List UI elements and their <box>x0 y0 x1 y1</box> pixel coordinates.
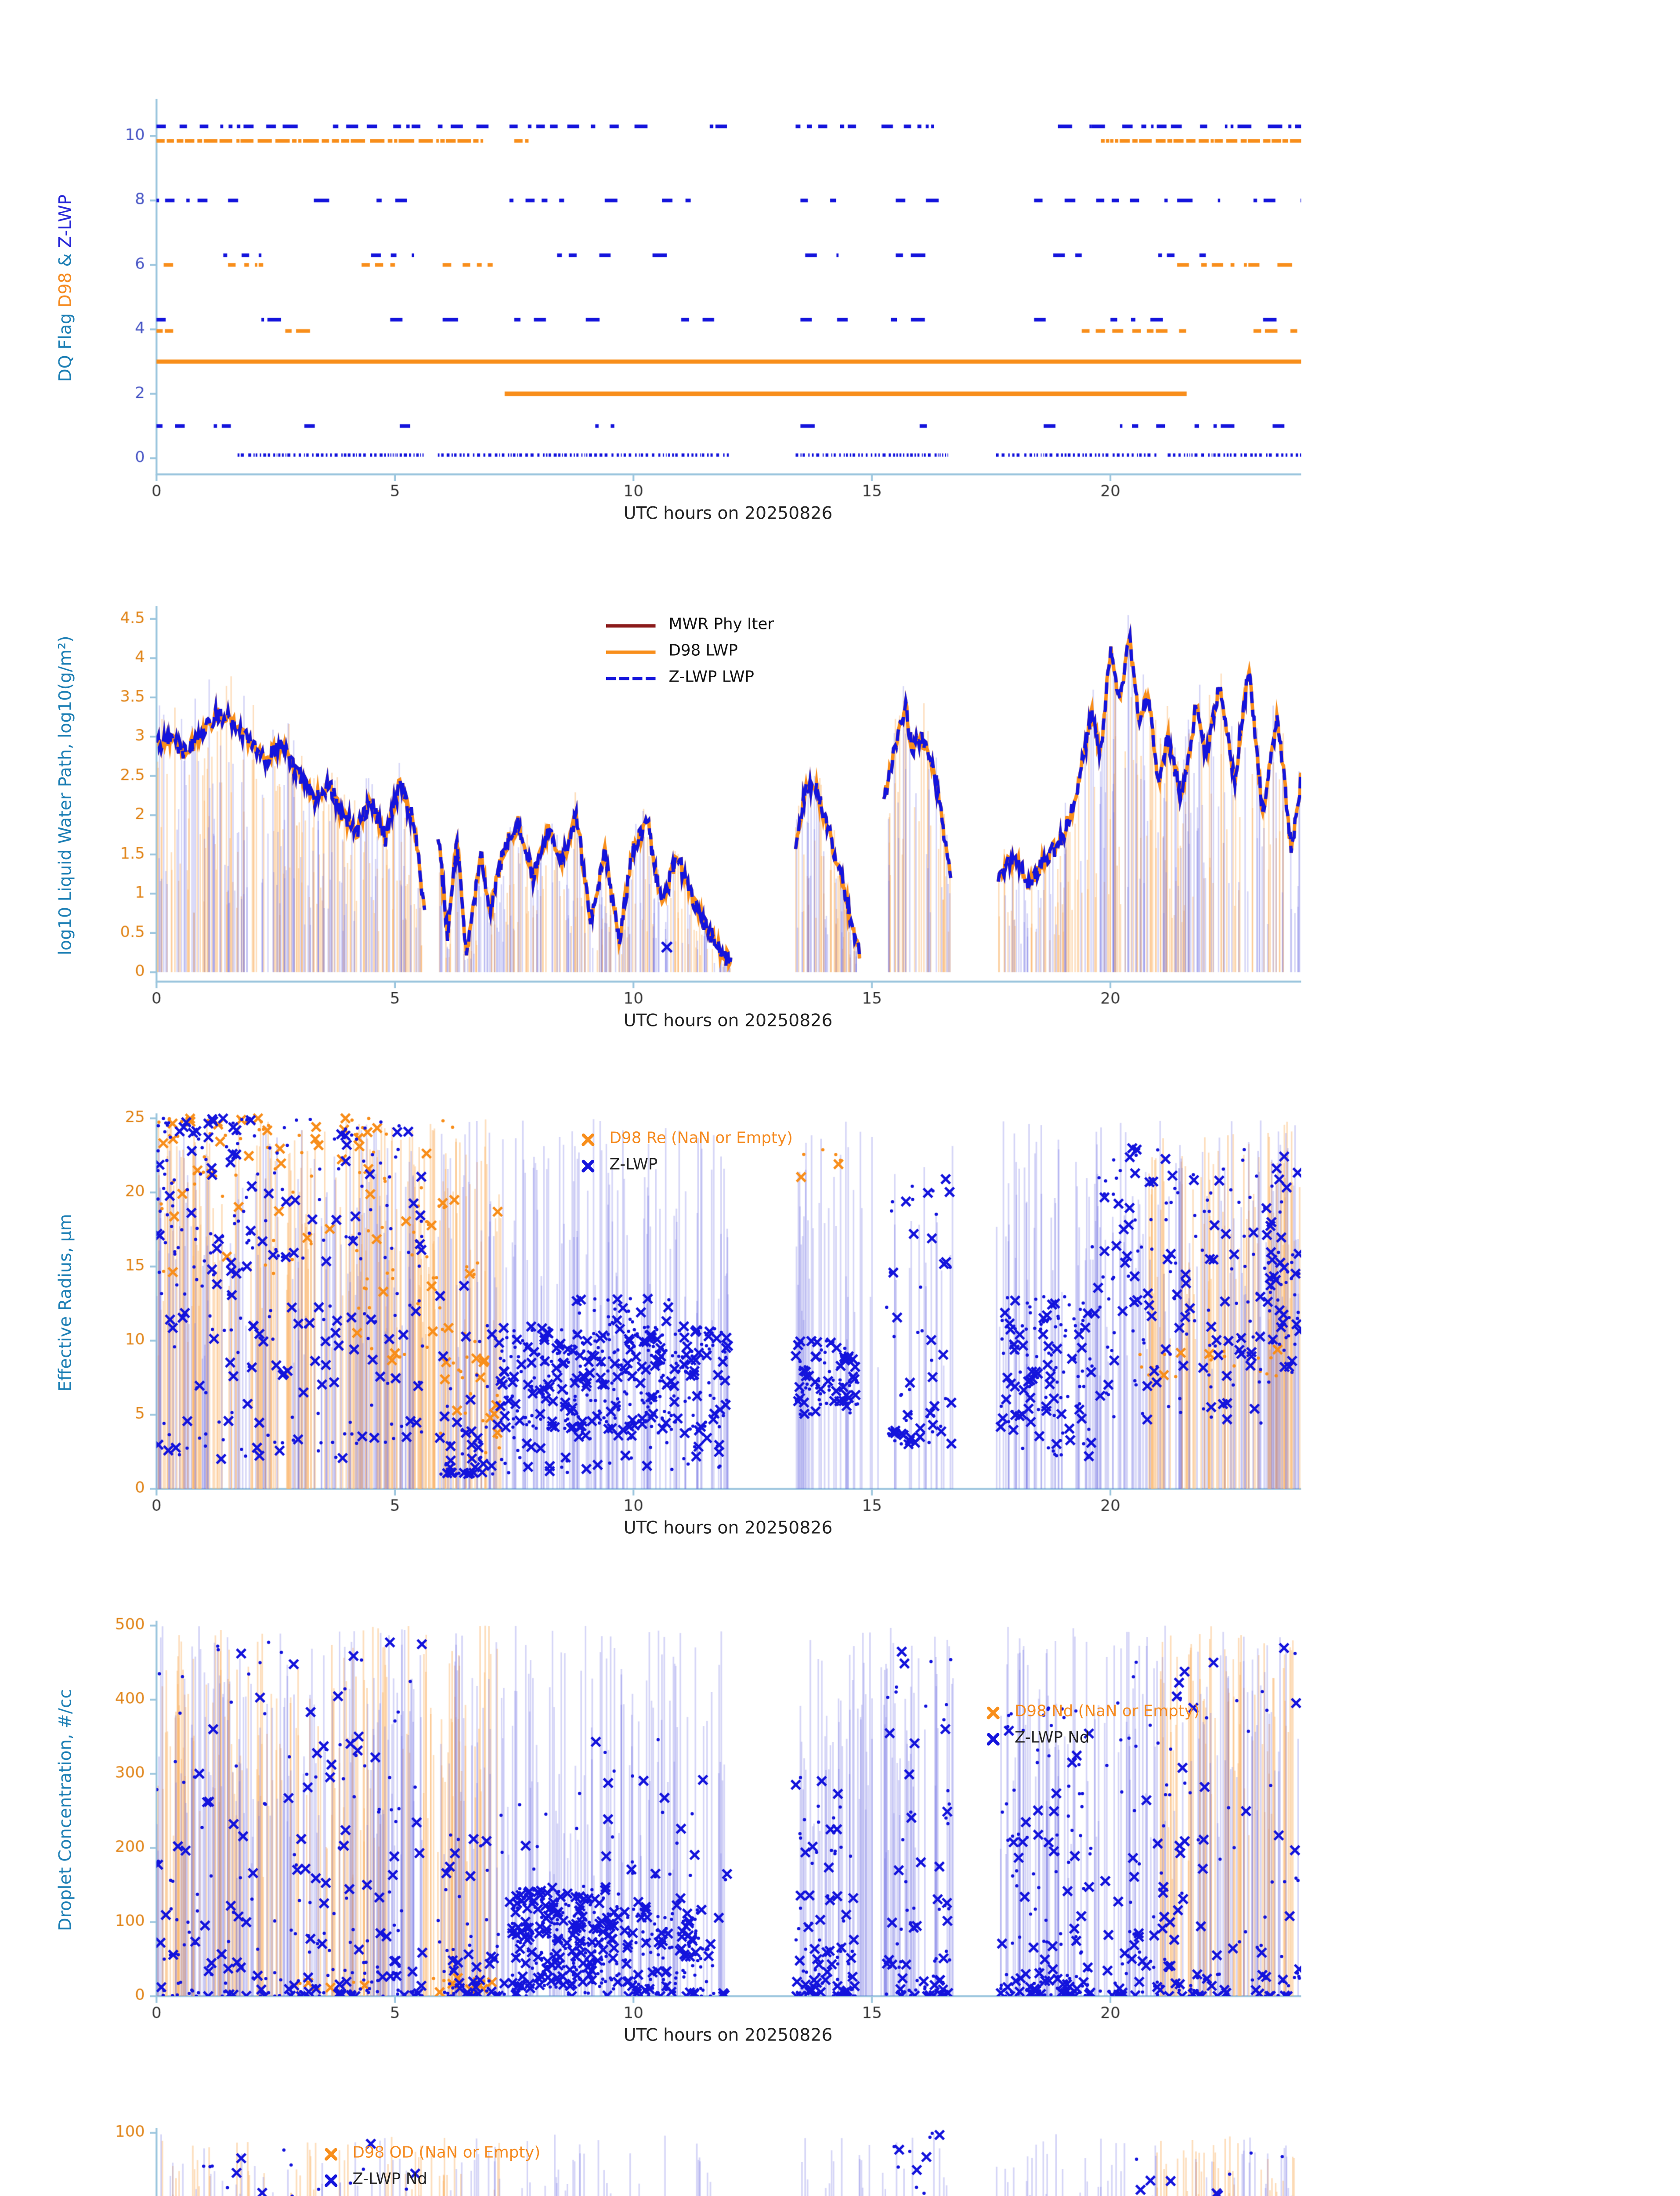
legend-label: Z-LWP LWP <box>668 668 755 687</box>
panel-optical-depth: Optical Depth UTC hours on 20250826 D98 … <box>0 2108 1680 2196</box>
zlwp-x-marker-swatch <box>323 2171 340 2188</box>
lwp-plot-canvas <box>0 586 1680 1094</box>
zlwp-x-marker-swatch <box>985 1730 1002 1747</box>
optical-depth-plot-canvas <box>0 2108 1680 2196</box>
effective-radius-y-axis-label: Effective Radius, μm <box>56 1214 76 1392</box>
legend-label: MWR Phy Iter <box>668 616 774 634</box>
effective-radius-x-axis-label: UTC hours on 20250826 <box>623 1518 833 1539</box>
d98-x-marker-swatch <box>580 1131 596 1147</box>
legend-label: Z-LWP Nd <box>352 2171 428 2189</box>
effective-radius-plot-canvas <box>0 1094 1680 1601</box>
droplet-concentration-plot-canvas <box>0 1601 1680 2108</box>
mwr-line-swatch <box>606 623 656 627</box>
optical-depth-legend: D98 OD (NaN or Empty) Z-LWP Nd <box>323 2144 541 2189</box>
panel-droplet-concentration: Droplet Concentration, #/cc UTC hours on… <box>0 1601 1680 2108</box>
ylabel-part-amp: & <box>56 248 76 273</box>
ylabel-part-zlwp: Z-LWP <box>56 194 76 248</box>
droplet-concentration-y-axis-label: Droplet Concentration, #/cc <box>56 1689 76 1931</box>
legend-label: Z-LWP <box>609 1156 658 1174</box>
dq-flag-plot-canvas <box>0 79 1680 586</box>
d98-x-marker-swatch <box>985 1704 1002 1720</box>
effective-radius-legend: D98 Re (NaN or Empty) Z-LWP <box>580 1130 793 1174</box>
legend-label: D98 Nd (NaN or Empty) <box>1015 1703 1200 1721</box>
droplet-concentration-legend: D98 Nd (NaN or Empty) Z-LWP Nd <box>985 1703 1200 1748</box>
dq-flag-y-axis-label: DQ Flag D98 & Z-LWP <box>56 195 76 382</box>
legend-item-d98-od: D98 OD (NaN or Empty) <box>323 2144 541 2163</box>
legend-item-mwr-phy-iter: MWR Phy Iter <box>606 616 774 634</box>
legend-label: D98 LWP <box>668 642 738 661</box>
zlwp-dash-swatch <box>606 676 656 679</box>
ylabel-part-d98: D98 <box>56 272 76 308</box>
dq-flag-x-axis-label: UTC hours on 20250826 <box>623 504 833 524</box>
legend-item-d98-lwp: D98 LWP <box>606 643 774 661</box>
panel-liquid-water-path: log10 Liquid Water Path, log10(g/m²) UTC… <box>0 586 1680 1094</box>
d98-x-marker-swatch <box>323 2145 340 2162</box>
d98-line-swatch <box>606 650 656 653</box>
lwp-x-axis-label: UTC hours on 20250826 <box>623 1011 833 1031</box>
legend-item-zlwp-nd: Z-LWP Nd <box>323 2171 540 2189</box>
legend-label: D98 Re (NaN or Empty) <box>609 1130 793 1148</box>
legend-item-zlwp-nd: Z-LWP Nd <box>985 1730 1200 1748</box>
panel-effective-radius: Effective Radius, μm UTC hours on 202508… <box>0 1094 1680 1601</box>
droplet-concentration-x-axis-label: UTC hours on 20250826 <box>623 2026 833 2046</box>
zlwp-x-marker-swatch <box>580 1157 596 1174</box>
legend-item-zlwp-lwp: Z-LWP LWP <box>606 669 774 687</box>
lwp-y-axis-label: log10 Liquid Water Path, log10(g/m²) <box>56 636 76 956</box>
legend-label: D98 OD (NaN or Empty) <box>352 2144 541 2163</box>
lwp-legend: MWR Phy Iter D98 LWP Z-LWP LWP <box>606 616 774 687</box>
ylabel-part-dq-flag: DQ Flag <box>56 307 76 382</box>
legend-item-zlwp: Z-LWP <box>580 1156 793 1174</box>
legend-item-d98-nd: D98 Nd (NaN or Empty) <box>985 1703 1200 1721</box>
legend-item-d98-re: D98 Re (NaN or Empty) <box>580 1130 793 1148</box>
legend-label: Z-LWP Nd <box>1015 1729 1090 1748</box>
panel-dq-flag: DQ Flag D98 & Z-LWP UTC hours on 2025082… <box>0 79 1680 586</box>
